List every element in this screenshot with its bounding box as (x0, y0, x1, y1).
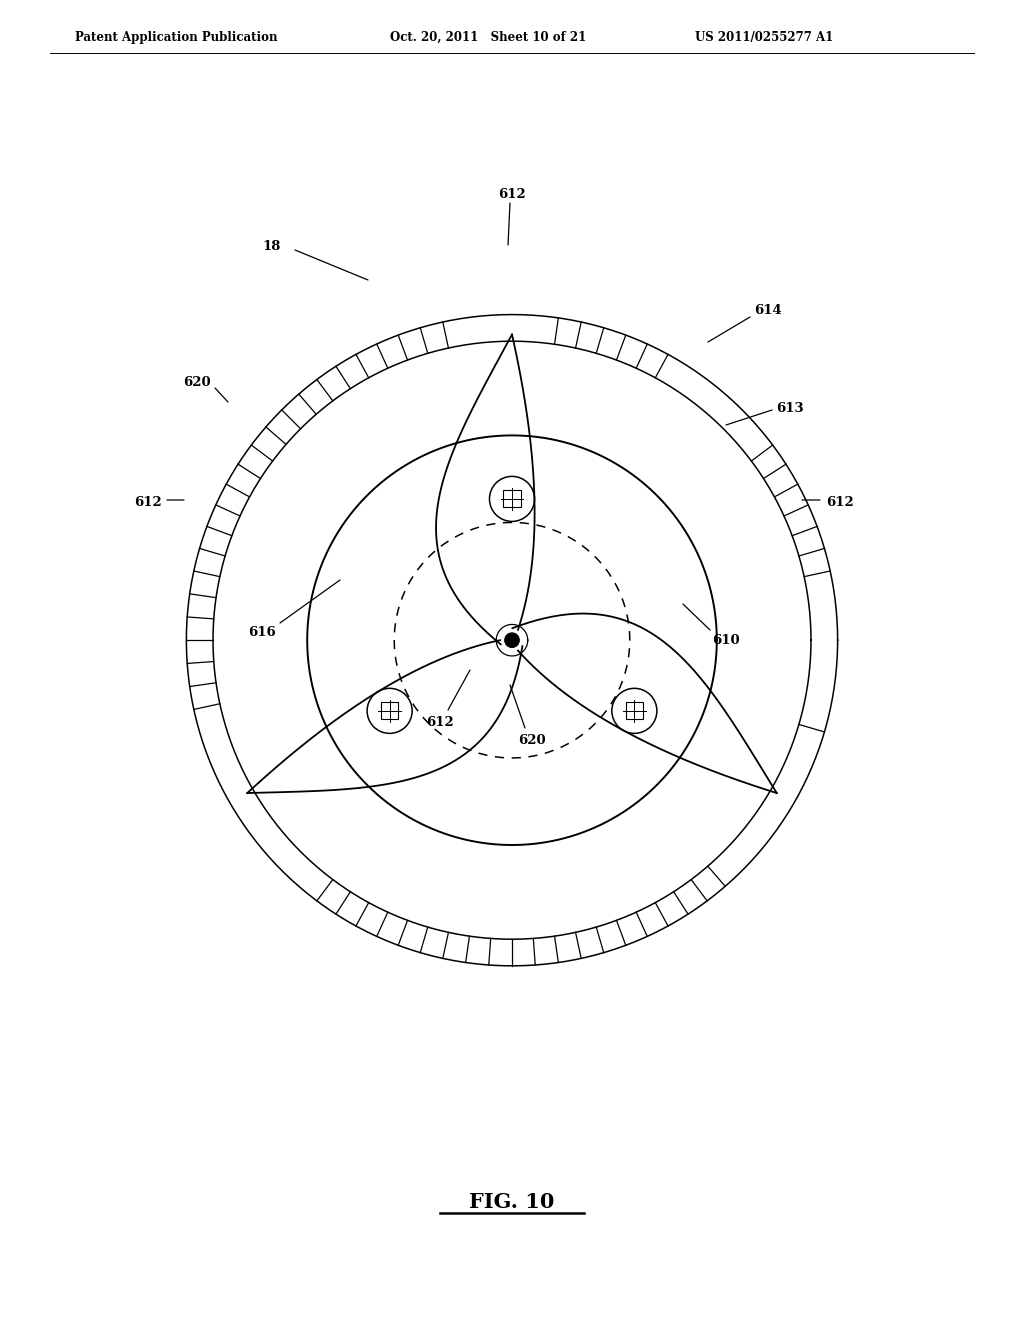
Text: 612: 612 (826, 495, 854, 508)
Bar (626, 702, 643, 719)
Text: 620: 620 (183, 376, 211, 389)
Text: 610: 610 (712, 634, 739, 647)
Text: FIG. 10: FIG. 10 (469, 1192, 555, 1212)
Text: 612: 612 (426, 717, 454, 730)
Text: 620: 620 (518, 734, 546, 747)
Bar (504, 490, 520, 507)
Circle shape (505, 634, 519, 647)
Text: Oct. 20, 2011   Sheet 10 of 21: Oct. 20, 2011 Sheet 10 of 21 (390, 30, 587, 44)
Text: 616: 616 (248, 627, 275, 639)
Text: 18: 18 (263, 240, 282, 253)
Text: 612: 612 (134, 495, 162, 508)
Text: 612: 612 (498, 187, 526, 201)
Text: Patent Application Publication: Patent Application Publication (75, 30, 278, 44)
Bar (381, 702, 398, 719)
Text: 614: 614 (754, 304, 782, 317)
Text: 613: 613 (776, 401, 804, 414)
Text: US 2011/0255277 A1: US 2011/0255277 A1 (695, 30, 834, 44)
